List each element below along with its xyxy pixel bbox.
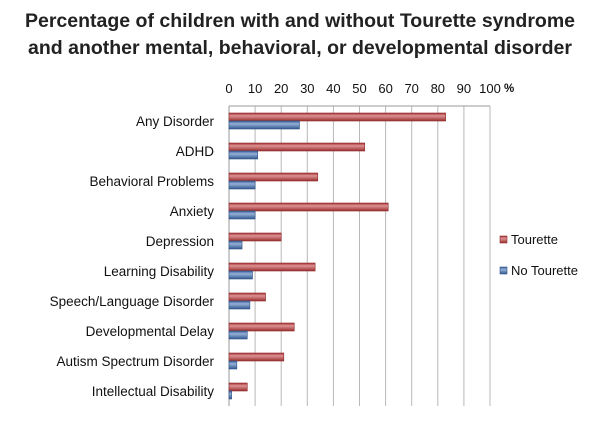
legend-swatch-no-tourette <box>499 266 508 275</box>
category-label: ADHD <box>176 144 215 159</box>
bar-no-tourette <box>228 120 300 130</box>
bar-tourette <box>228 352 285 362</box>
x-tick-label-30: 30 <box>300 81 314 96</box>
chart-title-line-2: and another mental, behavioral, or devel… <box>28 37 572 59</box>
bar-tourette <box>228 112 446 122</box>
bar-tourette <box>228 262 316 272</box>
category-label: Learning Disability <box>104 264 215 279</box>
bar-no-tourette <box>228 300 251 310</box>
bar-no-tourette <box>228 360 238 370</box>
legend-label-tourette: Tourette <box>511 232 558 247</box>
category-label: Depression <box>146 234 214 249</box>
x-tick-label-20: 20 <box>274 81 288 96</box>
x-tick-label-40: 40 <box>326 81 340 96</box>
bar-tourette <box>228 172 319 182</box>
bar-no-tourette <box>228 180 256 190</box>
x-tick-label-50: 50 <box>352 81 366 96</box>
bar-tourette <box>228 142 366 152</box>
bar-tourette <box>228 322 295 332</box>
legend-label-no-tourette: No Tourette <box>511 263 578 278</box>
legend-swatch-tourette <box>499 235 508 244</box>
bar-no-tourette <box>228 240 243 250</box>
bar-tourette <box>228 292 266 302</box>
bar-tourette <box>228 232 282 242</box>
bar-tourette <box>228 382 248 392</box>
category-label: Autism Spectrum Disorder <box>56 354 214 369</box>
category-label: Speech/Language Disorder <box>50 294 215 309</box>
x-tick-label-60: 60 <box>378 81 392 96</box>
category-label: Intellectual Disability <box>92 384 215 399</box>
category-label: Developmental Delay <box>86 324 215 339</box>
x-tick-label-10: 10 <box>248 81 262 96</box>
bar-no-tourette <box>228 210 256 220</box>
bar-no-tourette <box>228 150 259 160</box>
x-tick-label-90: 90 <box>457 81 471 96</box>
x-tick-label-0: 0 <box>225 81 232 96</box>
category-label: Behavioral Problems <box>89 174 214 189</box>
x-axis-unit: % <box>504 83 514 95</box>
bar-no-tourette <box>228 390 232 400</box>
x-tick-label-70: 70 <box>404 81 418 96</box>
x-tick-label-100: 100 <box>479 81 501 96</box>
x-tick-label-80: 80 <box>431 81 445 96</box>
bar-no-tourette <box>228 270 253 280</box>
bar-no-tourette <box>228 330 248 340</box>
category-label: Anxiety <box>170 204 215 219</box>
bar-tourette <box>228 202 389 212</box>
chart-title-line-1: Percentage of children with and without … <box>24 10 576 32</box>
category-label: Any Disorder <box>136 114 215 129</box>
chart-title: Percentage of children with and without … <box>0 8 600 62</box>
